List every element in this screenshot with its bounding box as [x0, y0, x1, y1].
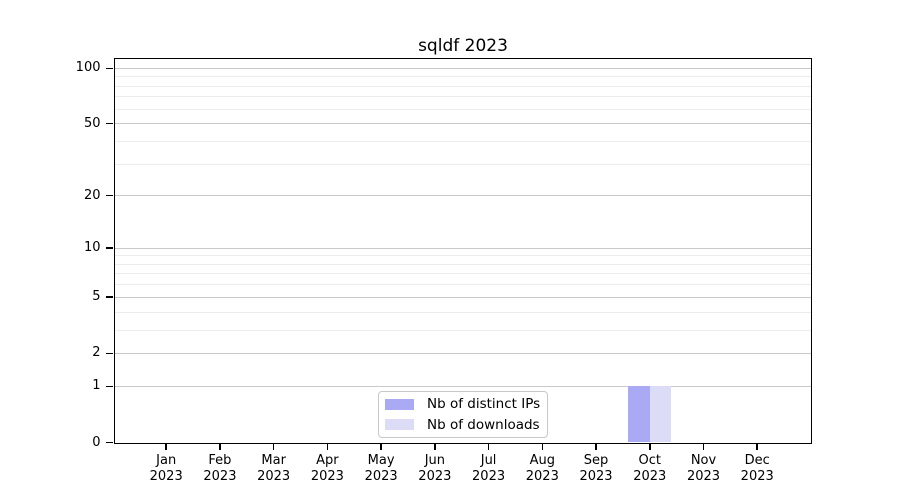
x-axis-tick — [541, 444, 544, 450]
year-label: 2023 — [203, 468, 237, 484]
year-label: 2023 — [633, 468, 667, 484]
x-axis-tick-label: Nov 2023 — [672, 453, 736, 485]
x-axis-tick-label: Dec 2023 — [725, 453, 789, 485]
month-label: Feb — [208, 452, 232, 468]
x-axis-tick-label: Jun 2023 — [403, 453, 467, 485]
month-label: Oct — [638, 452, 661, 468]
x-axis-tick — [702, 444, 705, 450]
bar-series-0 — [628, 386, 650, 443]
y-axis-tick-label: 2 — [92, 345, 101, 361]
y-axis-tick-label: 5 — [92, 289, 101, 305]
y-axis-tick-label: 1 — [92, 378, 101, 394]
minor-gridline — [114, 85, 811, 87]
x-axis-tick-label: Mar 2023 — [242, 453, 306, 485]
major-gridline — [114, 352, 811, 354]
major-gridline — [114, 247, 811, 249]
y-axis-tick-label: 50 — [83, 115, 101, 131]
x-axis-tick-label: Jul 2023 — [457, 453, 521, 485]
x-axis-tick-label: Feb 2023 — [188, 453, 252, 485]
y-axis-tick — [106, 385, 113, 388]
x-axis-tick — [165, 444, 167, 450]
month-label: Apr — [316, 452, 339, 468]
month-label: Jan — [156, 452, 177, 468]
y-axis-tick — [106, 67, 113, 70]
minor-gridline — [114, 284, 811, 286]
x-axis-tick-label: Sep 2023 — [564, 453, 628, 485]
y-axis-tick-label: 10 — [83, 240, 101, 256]
major-gridline — [114, 123, 811, 125]
year-label: 2023 — [472, 468, 506, 484]
x-axis-tick-label: May 2023 — [349, 453, 413, 485]
x-axis-tick-label: Jan 2023 — [134, 453, 198, 485]
minor-gridline — [114, 76, 811, 78]
month-label: Dec — [744, 452, 770, 468]
year-label: 2023 — [364, 468, 398, 484]
year-label: 2023 — [579, 468, 613, 484]
legend-label: Nb of downloads — [427, 416, 540, 433]
major-gridline — [114, 67, 811, 69]
legend-label: Nb of distinct IPs — [427, 396, 541, 413]
y-axis-tick — [106, 194, 113, 197]
x-axis-tick-label: Oct 2023 — [618, 453, 682, 485]
major-gridline — [114, 296, 811, 298]
legend-entry-1: Nb of downloads — [385, 416, 541, 435]
major-gridline — [114, 195, 811, 197]
legend-swatch — [385, 398, 414, 410]
x-axis-tick — [219, 444, 221, 450]
month-label: Jul — [480, 452, 497, 468]
legend: Nb of distinct IPs Nb of downloads — [378, 391, 548, 438]
legend-entry-0: Nb of distinct IPs — [385, 395, 541, 414]
minor-gridline — [114, 96, 811, 98]
y-axis-tick-label: 100 — [75, 60, 101, 76]
x-axis-tick — [595, 444, 597, 450]
minor-gridline — [114, 140, 811, 142]
year-label: 2023 — [310, 468, 344, 484]
year-label: 2023 — [686, 468, 721, 484]
y-axis-tick-label: 20 — [83, 187, 101, 203]
minor-gridline — [114, 329, 811, 331]
year-label: 2023 — [149, 468, 183, 484]
x-axis-tick — [326, 444, 329, 450]
minor-gridline — [114, 311, 811, 313]
y-axis-tick — [106, 352, 113, 355]
y-axis-tick — [106, 247, 113, 249]
month-label: May — [367, 452, 395, 468]
y-axis-tick — [106, 296, 113, 298]
x-axis-tick-label: Aug 2023 — [510, 453, 574, 485]
minor-gridline — [114, 163, 811, 165]
x-axis-tick — [380, 444, 382, 450]
year-label: 2023 — [257, 468, 291, 484]
x-axis-tick — [434, 444, 436, 450]
month-label: Nov — [690, 452, 717, 468]
minor-gridline — [114, 263, 811, 265]
year-label: 2023 — [525, 468, 559, 484]
month-label: Mar — [261, 452, 286, 468]
y-axis-tick-label: 0 — [92, 434, 101, 450]
x-axis-tick — [487, 444, 490, 450]
month-label: Sep — [583, 452, 609, 468]
y-axis-tick — [106, 441, 113, 444]
bar-series-1 — [649, 386, 672, 443]
year-label: 2023 — [740, 468, 774, 484]
x-axis-tick — [272, 444, 275, 450]
major-gridline — [114, 385, 811, 387]
y-axis-tick — [106, 122, 113, 125]
x-axis-tick — [756, 444, 758, 450]
minor-gridline — [114, 273, 811, 275]
plot-area: 0 1 2 5 10 20 50 100 Jan 2023 Feb 2023 Mar 2023 Apr 202… — [76, 57, 812, 484]
x-axis-tick-label: Apr 2023 — [295, 453, 359, 485]
legend-swatch — [385, 419, 414, 431]
minor-gridline — [114, 255, 811, 257]
month-label: Jun — [424, 452, 445, 468]
chart-title: sqldf 2023 — [418, 36, 508, 56]
minor-gridline — [114, 108, 811, 110]
month-label: Aug — [529, 452, 555, 468]
x-axis-tick — [649, 444, 651, 450]
year-label: 2023 — [418, 468, 452, 484]
